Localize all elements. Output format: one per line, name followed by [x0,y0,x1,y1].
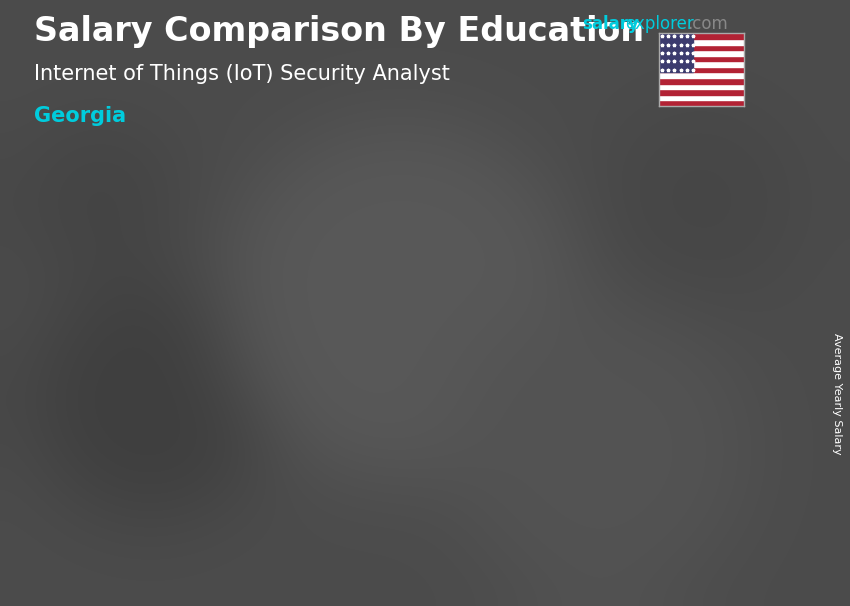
Bar [110,435,117,558]
Bar [659,33,744,39]
Bar [731,318,738,558]
Text: explorer: explorer [625,15,694,33]
Text: Average Yearly Salary: Average Yearly Salary [832,333,842,454]
Text: salary: salary [582,15,639,33]
Bar [548,376,555,558]
Text: +13%: +13% [202,340,283,364]
Bar [659,67,744,73]
Text: 133,000 USD: 133,000 USD [645,296,752,311]
Bar [292,418,300,558]
Bar [475,376,558,558]
Bar [110,435,192,558]
Text: Salary Comparison By Education: Salary Comparison By Education [34,15,644,48]
Bar [659,56,744,61]
Bar [659,50,744,56]
Bar [659,44,744,50]
Text: 101,000 USD: 101,000 USD [462,353,570,368]
Bar [659,95,744,101]
Text: Georgia: Georgia [34,106,126,126]
Bar [184,435,190,558]
Text: 68,200 USD: 68,200 USD [103,413,200,427]
Bar [659,61,744,67]
Bar [658,318,665,558]
Bar [659,33,693,73]
Bar [659,78,744,84]
Text: .com: .com [687,15,728,33]
Bar [658,318,740,558]
Bar [292,418,375,558]
Bar [659,39,744,44]
Bar [366,418,373,558]
Text: +32%: +32% [563,222,653,250]
Bar [659,73,744,78]
Bar [475,376,483,558]
Bar [659,89,744,95]
Text: Internet of Things (IoT) Security Analyst: Internet of Things (IoT) Security Analys… [34,64,450,84]
Text: 77,400 USD: 77,400 USD [286,396,382,411]
Text: +31%: +31% [380,285,470,313]
Bar [659,84,744,89]
Bar [659,101,744,106]
